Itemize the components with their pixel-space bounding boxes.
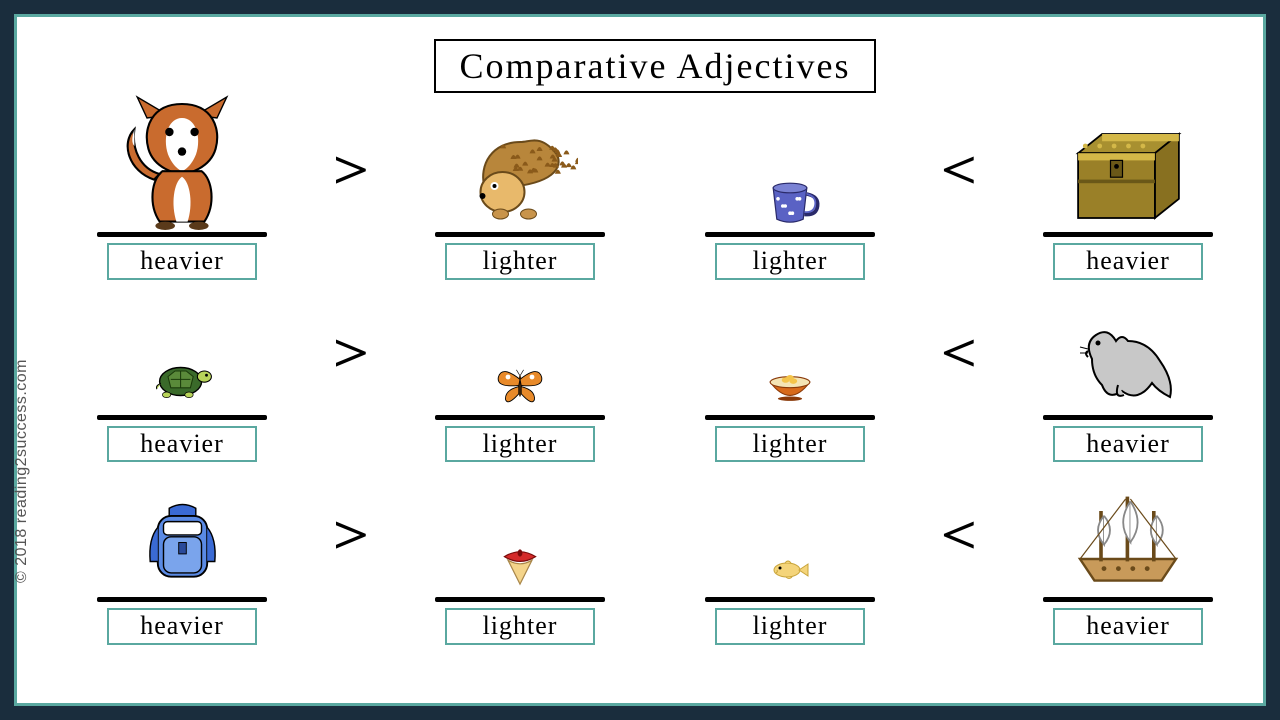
underline — [1043, 232, 1213, 237]
adjective-label: heavier — [107, 243, 257, 280]
comparison-cell: heavier — [77, 288, 287, 463]
fish-icon — [685, 470, 895, 595]
underline — [435, 597, 605, 602]
adjective-label: heavier — [1053, 426, 1203, 463]
fox-icon — [77, 105, 287, 230]
underline — [705, 232, 875, 237]
seal-icon — [1023, 288, 1233, 413]
underline — [435, 415, 605, 420]
underline — [97, 415, 267, 420]
adjective-label: lighter — [715, 426, 865, 463]
comparison-cell: heavier — [1023, 105, 1233, 280]
comparison-pair: lighter < heavier — [685, 288, 1233, 463]
worksheet-frame: © 2018 reading2success.com Comparative A… — [14, 14, 1266, 706]
comparator-symbol: < — [941, 326, 977, 380]
underline — [97, 232, 267, 237]
comparison-cell: lighter — [415, 288, 625, 463]
hedgehog-icon — [415, 105, 625, 230]
backpack-icon — [77, 470, 287, 595]
turtle-icon — [77, 288, 287, 413]
comparison-pair: lighter < heavier — [685, 105, 1233, 280]
adjective-label: lighter — [445, 608, 595, 645]
comparator-symbol: > — [333, 508, 369, 562]
comparator-symbol: < — [941, 143, 977, 197]
adjective-label: heavier — [107, 426, 257, 463]
adjective-label: heavier — [1053, 608, 1203, 645]
comparison-pair: heavier > lighter — [77, 470, 625, 645]
comparison-grid: heavier > lighter lighter < — [69, 105, 1241, 645]
underline — [705, 597, 875, 602]
comparison-pair: heavier > lighter — [77, 288, 625, 463]
adjective-label: heavier — [1053, 243, 1203, 280]
underline — [1043, 415, 1213, 420]
adjective-label: lighter — [445, 426, 595, 463]
adjective-label: lighter — [445, 243, 595, 280]
cup-icon — [685, 105, 895, 230]
adjective-label: lighter — [715, 608, 865, 645]
comparison-pair: lighter < heavier — [685, 470, 1233, 645]
underline — [1043, 597, 1213, 602]
comparison-cell: lighter — [685, 105, 895, 280]
comparison-cell: heavier — [77, 470, 287, 645]
comparison-cell: heavier — [77, 105, 287, 280]
comparison-pair: heavier > lighter — [77, 105, 625, 280]
underline — [435, 232, 605, 237]
comparison-cell: lighter — [415, 470, 625, 645]
ship-icon — [1023, 470, 1233, 595]
bowl-icon — [685, 288, 895, 413]
chest-icon — [1023, 105, 1233, 230]
top-icon — [415, 470, 625, 595]
page-title: Comparative Adjectives — [434, 39, 877, 93]
comparator-symbol: > — [333, 326, 369, 380]
comparison-cell: lighter — [415, 105, 625, 280]
comparison-cell: heavier — [1023, 288, 1233, 463]
comparator-symbol: > — [333, 143, 369, 197]
comparison-cell: lighter — [685, 470, 895, 645]
copyright-text: © 2018 reading2success.com — [13, 359, 31, 583]
comparator-symbol: < — [941, 508, 977, 562]
butterfly-icon — [415, 288, 625, 413]
underline — [97, 597, 267, 602]
adjective-label: lighter — [715, 243, 865, 280]
comparison-cell: lighter — [685, 288, 895, 463]
adjective-label: heavier — [107, 608, 257, 645]
underline — [705, 415, 875, 420]
comparison-cell: heavier — [1023, 470, 1233, 645]
